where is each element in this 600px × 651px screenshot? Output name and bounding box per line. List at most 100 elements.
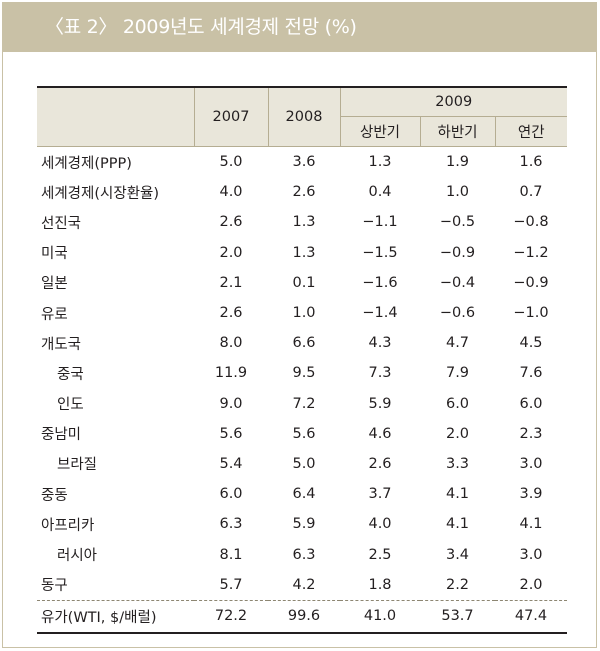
value-first-half: 2.6 — [368, 455, 392, 472]
value-2007: 72.2 — [194, 599, 268, 634]
table-row: 동구 5.7 4.2 1.8 2.2 2.0 — [37, 570, 567, 601]
value-2008: 3.6 — [292, 154, 316, 171]
value-annual: 2.0 — [519, 576, 543, 593]
value-second-half: 3.3 — [445, 455, 470, 472]
value-2008: 0.1 — [292, 274, 316, 291]
row-label: 중남미 — [41, 427, 82, 444]
value-second-half: −0.6 — [439, 305, 476, 322]
table-row: 세계경제(PPP) 5.0 3.6 1.3 1.9 1.6 — [37, 147, 567, 178]
row-label: 세계경제(PPP) — [41, 155, 132, 172]
value-2008: 2.6 — [292, 184, 316, 201]
table-row: 중국 11.9 9.5 7.3 7.9 7.6 — [37, 358, 567, 388]
value-2007: 4.0 — [219, 184, 243, 201]
value-second-half: 4.1 — [445, 486, 470, 503]
value-second-half: 4.7 — [445, 335, 470, 352]
value-2007: 2.6 — [219, 214, 243, 231]
value-annual: 2.3 — [519, 425, 543, 442]
value-first-half: −1.4 — [362, 305, 398, 322]
value-second-half: 7.9 — [445, 365, 470, 382]
table-row: 아프리카 6.3 5.9 4.0 4.1 4.1 — [37, 509, 567, 539]
table-row: 개도국 8.0 6.6 4.3 4.7 4.5 — [37, 328, 567, 358]
value-2007: 5.4 — [219, 455, 243, 472]
value-annual: 4.5 — [519, 335, 543, 352]
value-2007: 8.0 — [219, 335, 243, 352]
row-label: 일본 — [41, 276, 68, 293]
value-second-half: 4.1 — [445, 516, 470, 533]
value-first-half: 0.4 — [368, 184, 392, 201]
value-annual: 1.6 — [519, 154, 543, 171]
value-annual: 7.6 — [519, 365, 543, 382]
table-row: 중동 6.0 6.4 3.7 4.1 3.9 — [37, 479, 567, 509]
row-label: 세계경제(시장환율) — [41, 185, 160, 202]
value-second-half: 2.0 — [445, 425, 470, 442]
header-first-half: 상반기 — [340, 116, 421, 147]
row-label: 러시아 — [57, 548, 98, 565]
row-label: 인도 — [57, 397, 84, 414]
row-label: 미국 — [41, 246, 68, 263]
value-2008: 4.2 — [292, 576, 316, 593]
value-first-half: 4.6 — [368, 425, 392, 442]
value-2007: 2.1 — [219, 274, 243, 291]
value-annual: 3.9 — [519, 486, 543, 503]
value-second-half: −0.5 — [439, 214, 476, 231]
value-2007: 8.1 — [219, 546, 243, 563]
forecast-table: 2007 2008 2009 상반기 하반기 연간 세계경제(PPP) 5.0 3.… — [37, 86, 567, 634]
table-row: 세계경제(시장환율) 4.0 2.6 0.4 1.0 0.7 — [37, 177, 567, 207]
table-row: 선진국 2.6 1.3 −1.1 −0.5 −0.8 — [37, 207, 567, 237]
value-2007: 9.0 — [219, 395, 243, 412]
value-first-half: −1.6 — [362, 274, 398, 291]
value-2008: 7.2 — [292, 395, 316, 412]
row-label: 선진국 — [41, 215, 82, 232]
row-label: 브라질 — [57, 457, 98, 474]
value-second-half: 6.0 — [445, 395, 470, 412]
value-annual: −1.2 — [513, 244, 549, 261]
value-2007: 11.9 — [214, 365, 248, 382]
value-second-half: 2.2 — [445, 576, 470, 593]
value-annual: −0.8 — [513, 214, 549, 231]
value-first-half: 1.3 — [368, 154, 392, 171]
row-label: 동구 — [41, 578, 68, 595]
value-first-half: −1.1 — [362, 214, 398, 231]
value-annual: 0.7 — [519, 184, 543, 201]
table-row: 중남미 5.6 5.6 4.6 2.0 2.3 — [37, 419, 567, 449]
value-2008: 1.3 — [292, 214, 316, 231]
value-2008: 5.9 — [292, 516, 316, 533]
value-annual: 4.1 — [519, 516, 543, 533]
value-annual: −1.0 — [513, 305, 549, 322]
header-2009: 2009 — [340, 86, 567, 117]
value-first-half: −1.5 — [362, 244, 398, 261]
value-2008: 6.6 — [292, 335, 316, 352]
row-label: 아프리카 — [41, 517, 95, 534]
value-2008: 6.3 — [292, 546, 316, 563]
value-2008: 5.6 — [292, 425, 316, 442]
header-region — [37, 86, 195, 147]
value-annual: 3.0 — [519, 546, 543, 563]
table-body: 세계경제(PPP) 5.0 3.6 1.3 1.9 1.6 세계경제(시장환율) 4.0 2.6… — [37, 147, 567, 634]
table-row: 유로 2.6 1.0 −1.4 −0.6 −1.0 — [37, 298, 567, 328]
value-second-half: −0.9 — [439, 244, 476, 261]
table-title: 〈표 2〉 2009년도 세계경제 전망 (%) — [3, 3, 596, 52]
value-2008: 6.4 — [292, 486, 316, 503]
value-2008: 9.5 — [292, 365, 316, 382]
value-first-half: 1.8 — [368, 576, 392, 593]
value-second-half: −0.4 — [439, 274, 476, 291]
value-first-half: 4.3 — [368, 335, 392, 352]
value-annual: −0.9 — [513, 274, 549, 291]
value-annual: 47.4 — [495, 599, 567, 634]
value-2007: 5.0 — [219, 154, 243, 171]
row-label: 중국 — [57, 366, 84, 383]
header-second-half: 하반기 — [420, 116, 496, 147]
value-2007: 5.7 — [219, 576, 243, 593]
value-second-half: 1.0 — [445, 184, 470, 201]
value-2007: 2.6 — [219, 305, 243, 322]
header-2008: 2008 — [268, 86, 341, 147]
value-second-half: 3.4 — [445, 546, 470, 563]
header-2007: 2007 — [194, 86, 269, 147]
value-first-half: 41.0 — [340, 599, 420, 634]
value-second-half: 53.7 — [420, 599, 495, 634]
table-row: 인도 9.0 7.2 5.9 6.0 6.0 — [37, 389, 567, 419]
value-first-half: 3.7 — [368, 486, 392, 503]
table-row: 일본 2.1 0.1 −1.6 −0.4 −0.9 — [37, 268, 567, 298]
oil-price-row: 유가(WTI, $/배럴) 72.2 99.6 41.0 53.7 47.4 — [37, 599, 567, 634]
